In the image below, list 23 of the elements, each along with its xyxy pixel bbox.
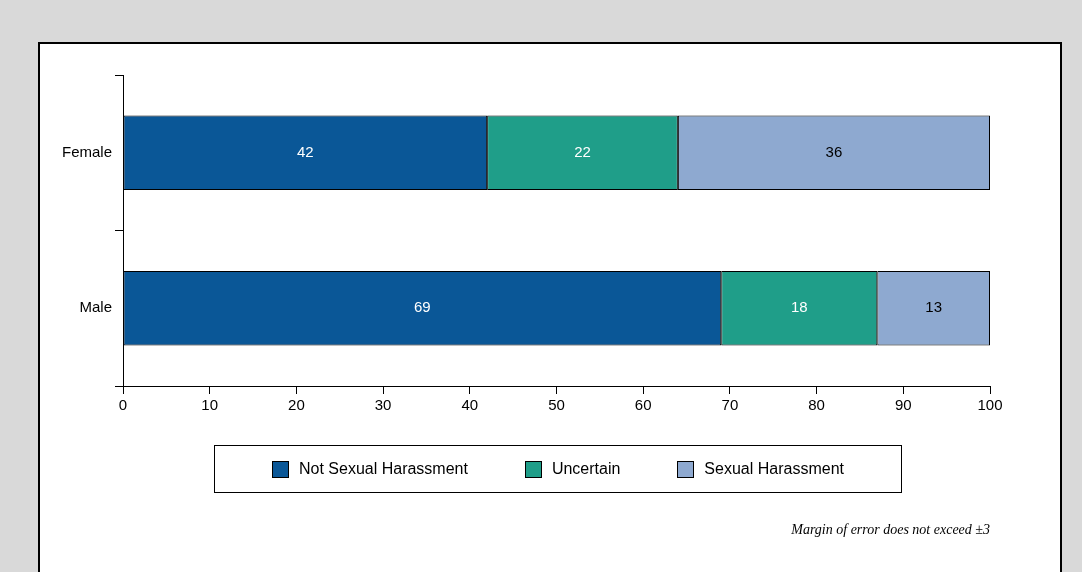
x-tick-label: 40 <box>461 396 479 414</box>
x-tick-label: 50 <box>548 396 565 414</box>
legend-label: Uncertain <box>551 460 621 478</box>
data-label: 36 <box>825 142 843 160</box>
text: Margin of error does not exceed ±3 <box>791 522 990 538</box>
x-tick-label: 80 <box>808 396 825 414</box>
legend-label: Sexual Harassment <box>704 460 844 478</box>
x-tick-label: 0 <box>118 396 128 414</box>
data-label: 13 <box>925 298 942 316</box>
y-tick-label: Male <box>79 298 112 316</box>
data-label: 42 <box>296 142 314 160</box>
x-tick-label: 10 <box>201 396 219 414</box>
data-label: 69 <box>414 298 431 316</box>
x-tick-label: 70 <box>721 396 739 414</box>
x-tick-label: 20 <box>288 396 305 414</box>
x-tick-label: 100 <box>977 396 1003 414</box>
x-tick-label: 90 <box>894 396 912 414</box>
y-tick-label: Female <box>61 142 112 160</box>
x-tick-label: 30 <box>374 396 392 414</box>
data-label: 18 <box>790 298 808 316</box>
legend-label: Not Sexual Harassment <box>298 460 468 478</box>
x-tick-label: 60 <box>634 396 652 414</box>
data-label: 22 <box>574 142 591 160</box>
